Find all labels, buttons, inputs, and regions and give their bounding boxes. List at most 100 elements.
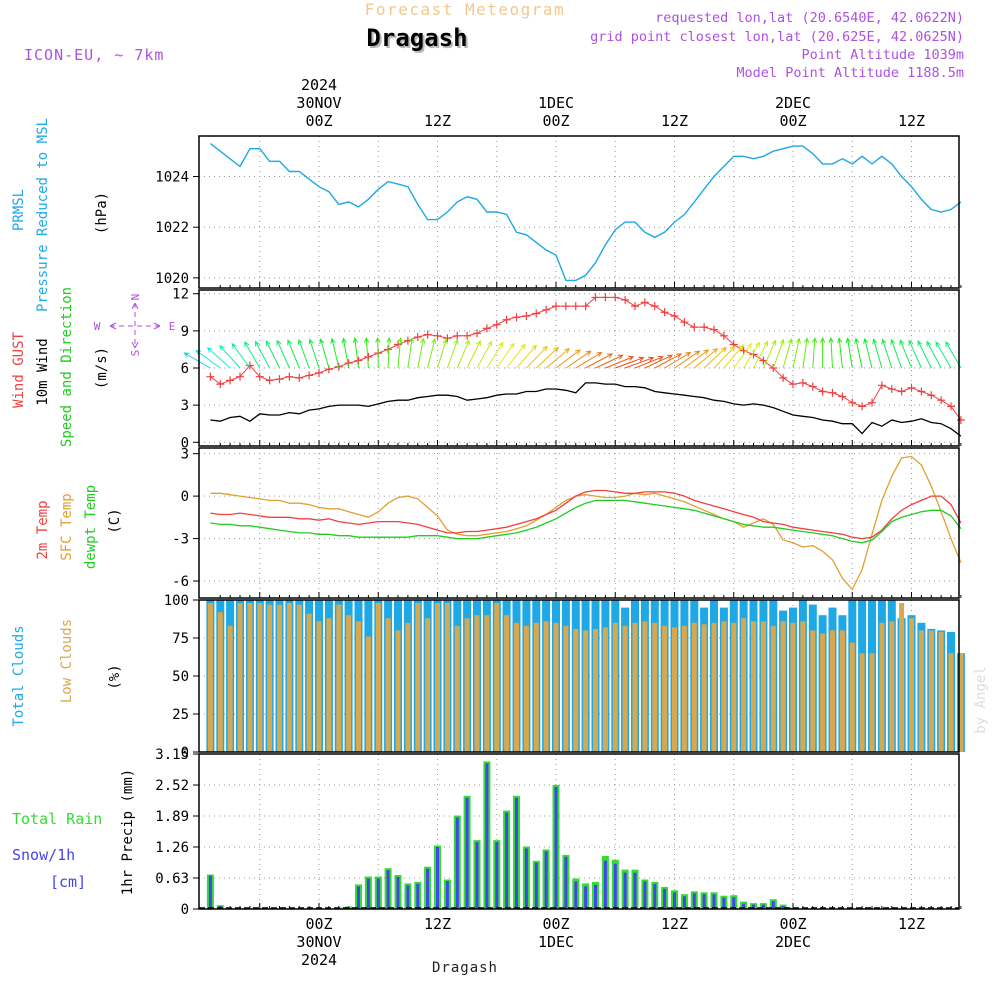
snow-bar [594,884,597,909]
gust-marker [542,305,551,314]
location-title: Dragash [366,24,467,52]
low-cloud-bar [622,625,628,752]
gust-marker [522,312,531,320]
snow-bar [406,885,410,909]
wind-direction-arrow [624,356,655,369]
wind-direction-arrow [555,349,581,369]
snow-bar [386,870,390,909]
snow-bar [366,878,370,909]
temp-panel-labels: 2m Temp SFC Temp dewpt Temp (C) [35,485,123,569]
low-cloud-bar [741,618,747,752]
low-cloud-bar [770,625,776,752]
low-cloud-bar [336,604,342,752]
gust-marker [482,324,491,333]
low-cloud-bar [652,622,658,752]
gust-marker [364,352,373,361]
y-tick-label: 2.52 [155,778,189,794]
low-cloud-bar [839,630,845,752]
precip-axis-label: 1hr Precip (mm) [120,769,136,895]
low-cloud-bar [820,633,826,752]
wind-direction-arrow [535,346,560,369]
gust-marker [838,392,847,401]
forecast-title: Forecast Meteogram [365,0,565,19]
time-label-bottom: 12Z [898,915,925,933]
time-label-top: 2024 [301,76,337,94]
low-cloud-bar [760,621,766,752]
low-cloud-bar [237,603,243,752]
time-label-bottom: 12Z [661,915,688,933]
low-cloud-bar [425,618,431,752]
wind-direction-arrow [926,340,942,369]
low-cloud-bar [464,618,470,752]
wind-direction-arrow [837,337,843,369]
low-cloud-bar [602,627,608,752]
wind-direction-arrow [407,337,415,369]
temp-2m-line [210,489,962,540]
location-title-shadow: Dragash [368,26,469,54]
grid-point-coordinates: grid point closest lon,lat (20.625E, 42.… [590,29,964,45]
wind-direction-arrow [363,336,370,369]
snow-bar [692,893,696,909]
low-cloud-bar [316,621,322,752]
wind-direction-arrow [446,338,459,369]
wind-direction-arrow [782,338,793,369]
y-tick-label: 0 [181,902,189,918]
panel-borders [198,135,960,910]
wind-direction-arrow [456,339,470,369]
low-cloud-bar [365,636,371,752]
wind-direction-arrow [466,339,481,369]
low-cloud-bar [790,622,796,752]
y-tick-label: 50 [172,669,189,685]
pressure-line [209,143,962,282]
low-cloud-bar [277,604,282,752]
low-cloud-bar [504,615,510,752]
low-cloud-bar [948,653,954,752]
snow-bar [643,881,647,909]
temp-unit-label: (C) [107,508,123,533]
snow-bar [752,904,755,909]
time-label-bottom: 2024 [301,951,337,969]
gust-marker [601,293,610,302]
gust-marker [789,380,797,389]
wind-direction-arrow [496,342,515,369]
low-cloud-bar [593,628,598,752]
low-cloud-bar [405,622,411,752]
precip-panel-labels: Total Rain Snow/1h [cm] 1hr Precip (mm) [12,769,136,895]
gust-marker [907,383,916,392]
gust-marker [473,329,481,338]
snow-bar [732,897,736,909]
wind-direction-arrow [265,339,280,369]
y-tick-label: 3 [181,398,189,414]
gust-marker [660,308,669,317]
wind-direction-arrow [575,351,603,369]
pressure-msl-label: Pressure Reduced to MSL [35,118,51,312]
wind-direction-arrow [644,354,674,369]
gust-marker [927,391,936,400]
wind-direction-arrow [397,336,403,369]
low-cloud-bar [800,621,806,752]
snow-bar [495,842,499,909]
low-cloud-bar [484,615,490,752]
low-cloud-bar [306,613,312,752]
low-cloud-bar [514,622,519,752]
wind-direction-arrow [935,340,952,369]
gust-marker [245,361,254,370]
low-cloud-bar [662,625,668,752]
wind-direction-arrow [506,343,526,369]
snow-bar [426,868,430,909]
low-cloud-bar [296,604,302,752]
gust-marker [216,380,225,389]
wind-direction-arrow [811,336,818,369]
low-cloud-bar [918,630,924,752]
low-cloud-bar [267,604,273,752]
snow-bar [603,860,607,909]
y-tick-label: 0 [181,435,189,451]
low-cloud-bar [286,603,292,752]
low-cloud-bar [375,603,381,752]
wind-direction-arrow [276,339,290,369]
panel-background [199,136,959,288]
gust-marker [947,402,955,411]
low-cloud-bar [751,621,756,752]
time-label-top: 00Z [542,112,569,130]
